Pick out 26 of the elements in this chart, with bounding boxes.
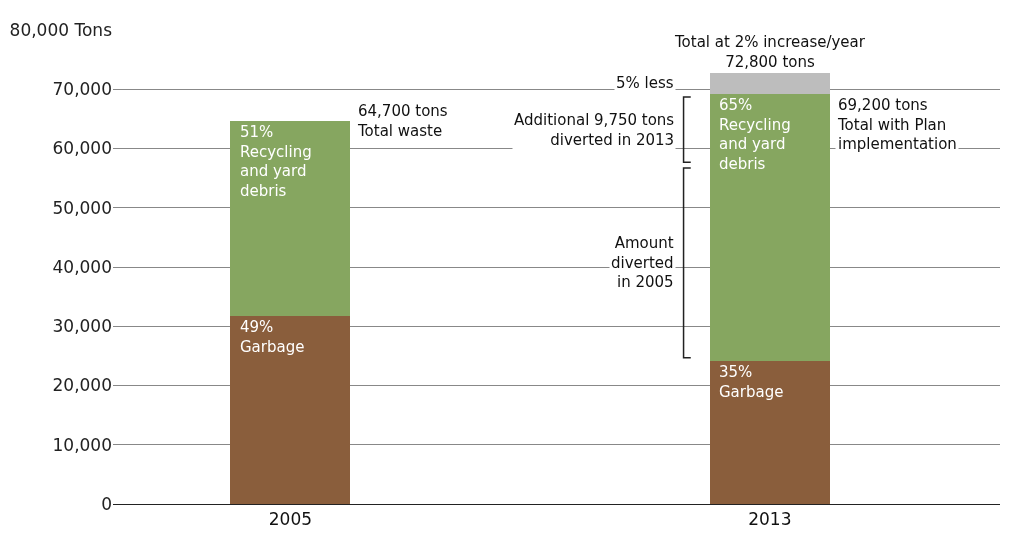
x-tick-label: 2013 [748, 509, 792, 530]
annotation: Amount diverted in 2005 [611, 234, 674, 291]
bar [709, 93, 830, 361]
y-tick-label: 20,000 [52, 375, 112, 396]
bar [709, 72, 830, 94]
bar [709, 360, 830, 504]
y-tick-label: 50,000 [52, 197, 112, 218]
y-tick-label: 60,000 [52, 138, 112, 159]
annotation: 51% Recycling and yard debris [240, 123, 312, 200]
annotation: Total at 2% increase/year 72,800 tons [674, 33, 866, 71]
annotation: Additional 9,750 tons diverted in 2013 [514, 111, 675, 149]
y-tick-label: 80,000 Tons [9, 19, 113, 40]
y-tick-label: 30,000 [52, 316, 112, 337]
bar [230, 316, 351, 504]
y-tick-label: 40,000 [52, 256, 112, 277]
x-tick-label: 2005 [268, 509, 313, 530]
annotation: 64,700 tons Total waste [357, 102, 448, 140]
y-tick-label: 0 [101, 493, 112, 514]
annotation: 65% Recycling and yard debris [719, 96, 791, 173]
annotation: 49% Garbage [240, 318, 305, 356]
annotation: 69,200 tons Total with Plan implementation [837, 96, 957, 153]
annotation: 5% less [616, 74, 674, 92]
annotation: 35% Garbage [719, 363, 784, 401]
y-tick-label: 70,000 [52, 79, 112, 100]
y-tick-label: 10,000 [52, 434, 112, 455]
bar [230, 120, 351, 317]
